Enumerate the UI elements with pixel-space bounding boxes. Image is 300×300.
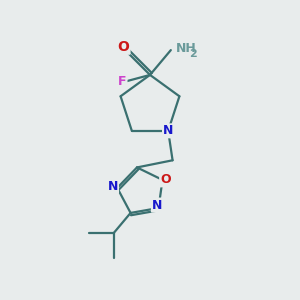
Text: N: N: [152, 199, 162, 212]
Text: F: F: [118, 75, 127, 88]
Text: O: O: [118, 40, 130, 54]
Text: NH: NH: [176, 42, 197, 55]
Text: 2: 2: [189, 49, 197, 58]
Text: O: O: [160, 173, 171, 186]
Text: N: N: [108, 180, 118, 193]
Text: N: N: [163, 124, 173, 137]
